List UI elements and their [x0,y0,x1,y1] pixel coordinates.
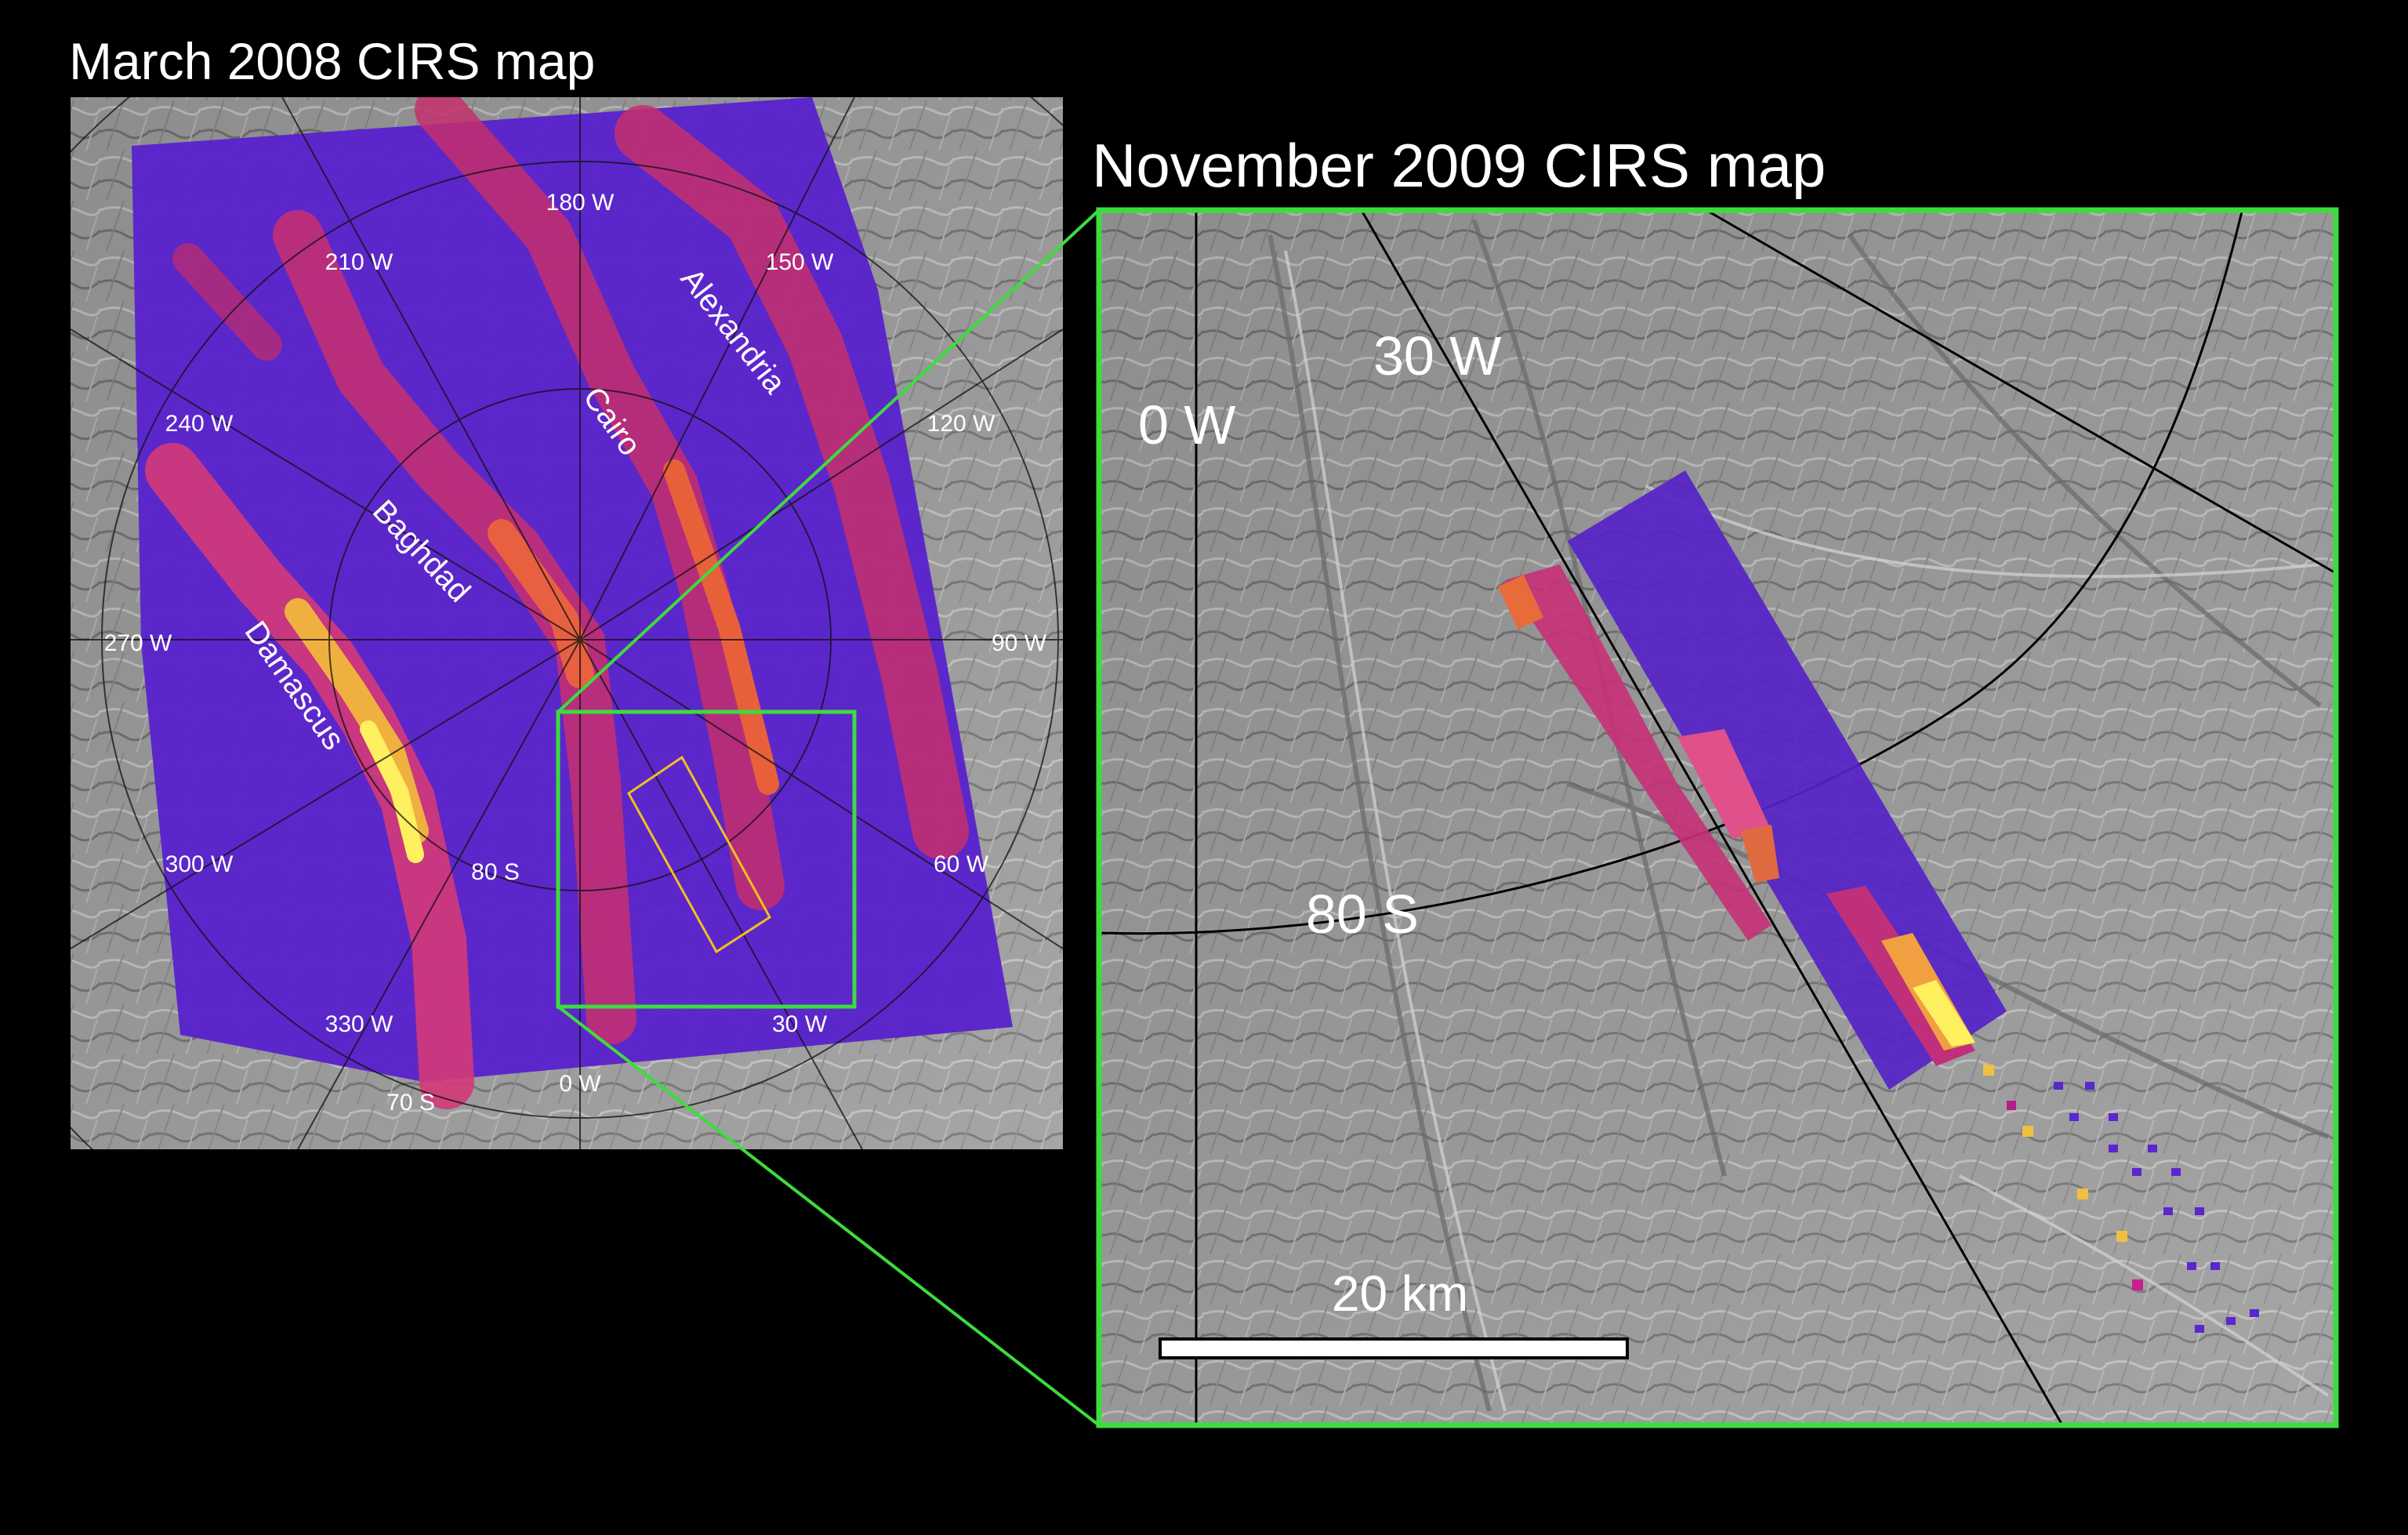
lon-label-300w: 300 W [165,851,234,877]
lon-label-330w: 330 W [325,1011,393,1037]
zoomed-panel-frame [1096,207,2339,1428]
lon-label-150w: 150 W [766,249,834,275]
scale-bar: 20 km [1159,1265,1629,1359]
right-map: 0 W 30 W 80 S 20 km [1096,207,2339,1428]
right-map-title: November 2009 CIRS map [1092,131,1826,200]
lon-label-120w: 120 W [927,411,995,437]
lat-label-80s: 80 S [471,859,520,885]
lon-label-30w: 30 W [772,1011,828,1037]
left-grid [71,97,1063,1149]
right-lon-label-0w: 0 W [1138,394,1235,455]
lon-label-240w: 240 W [165,411,234,437]
callout-source-box [556,709,857,1009]
lon-label-210w: 210 W [325,249,393,275]
left-map-title: March 2008 CIRS map [69,32,596,90]
temperature-footprint-strip [1498,470,2007,1090]
footprint-trail-dots [1983,1065,2259,1333]
right-grid [1101,212,2334,1424]
lon-label-90w: 90 W [992,630,1047,656]
scale-bar-label: 20 km [1332,1265,1468,1322]
callout-connectors [557,209,1101,1427]
scale-bar-rule [1159,1337,1629,1359]
lat-label-70s: 70 S [386,1090,435,1116]
lon-label-180w: 180 W [546,190,615,216]
right-lat-label-80s: 80 S [1306,884,1419,945]
left-map: 180 W 150 W 210 W 120 W 240 W 90 W 270 W… [71,97,1063,1149]
lon-label-0w: 0 W [559,1071,601,1097]
detail-outline-box [627,755,771,954]
warm-fracture-stripes [145,97,969,1109]
lon-label-270w: 270 W [104,630,172,656]
lon-label-60w: 60 W [934,851,989,877]
right-lon-label-30w: 30 W [1373,325,1501,386]
